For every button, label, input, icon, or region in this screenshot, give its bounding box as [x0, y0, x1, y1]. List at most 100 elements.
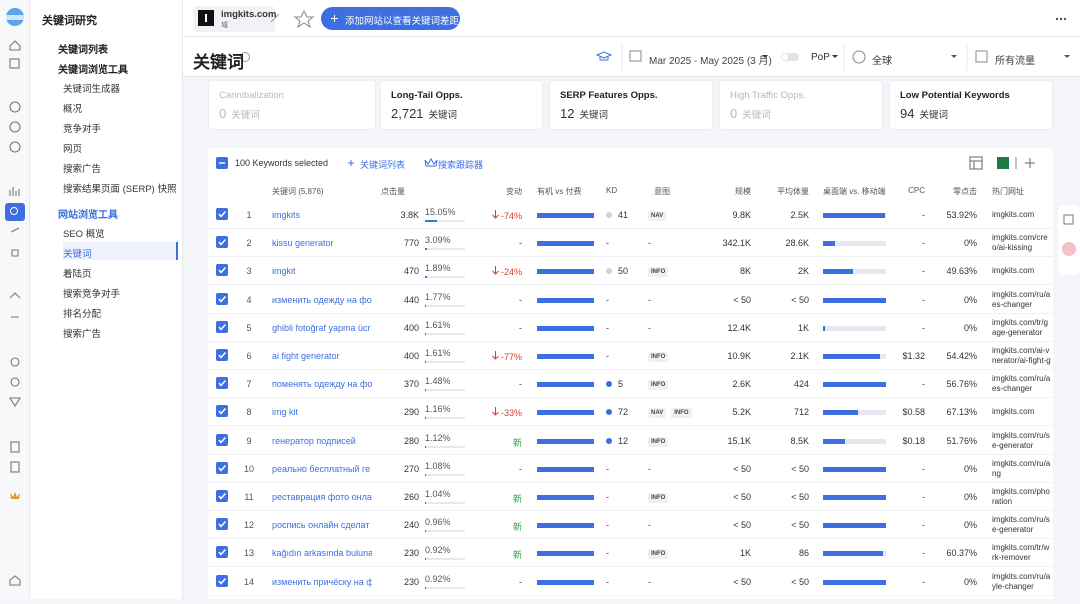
keyword[interactable]: imgkits — [272, 210, 301, 220]
column-header[interactable]: 点击量 — [381, 187, 405, 196]
share-track — [425, 502, 465, 504]
url-line: imgkits.com — [992, 210, 1035, 219]
column-header[interactable]: CPC — [908, 186, 925, 195]
nav-item[interactable]: 着陆页 — [63, 269, 92, 280]
header-icons — [240, 43, 1070, 71]
column-header[interactable]: 零点击 — [953, 187, 977, 196]
column-header[interactable]: 意图 — [654, 187, 670, 196]
row-checkbox[interactable] — [216, 490, 230, 504]
table-row: 10 реально бесплатный ге 270 1.08% - - - < 50 < … — [208, 455, 1053, 483]
nav-item[interactable]: 搜索广告 — [63, 164, 102, 175]
add-site-button[interactable]: 添加网站以查看关键词差距 — [345, 16, 460, 27]
row-checkbox[interactable] — [216, 518, 230, 532]
cpc: - — [922, 322, 925, 333]
row-checkbox[interactable] — [216, 236, 230, 250]
keyword[interactable]: реставрация фото онла — [272, 492, 372, 502]
row-checkbox[interactable] — [216, 461, 230, 476]
avg-volume: 86 — [798, 548, 809, 559]
down-arrow — [492, 407, 499, 417]
organic-bar — [537, 382, 594, 388]
row-checkbox[interactable] — [216, 208, 230, 222]
device-track — [823, 579, 886, 585]
kd-dot — [606, 437, 612, 444]
keyword[interactable]: ai fight generator — [272, 351, 340, 361]
table-row: 5 ghibli fotoğraf yapma ücr 400 1.61% - - - 12.… — [208, 314, 1053, 342]
kd: 50 — [618, 266, 629, 277]
column-header[interactable]: 桌面端 vs. 移动端 — [823, 187, 886, 196]
keyword[interactable]: imgkit — [272, 266, 296, 277]
nav-item[interactable]: 网页 — [63, 144, 83, 155]
keyword[interactable]: изменить одежду на фо — [272, 294, 372, 305]
change: - — [519, 576, 522, 587]
url-line: imgkits.com/ru/a — [992, 374, 1051, 384]
date-range[interactable]: Mar 2025 - May 2025 (3 月) — [649, 56, 772, 67]
row-checkbox[interactable] — [216, 405, 230, 419]
row-number: 9 — [246, 435, 252, 446]
avg-volume: 8.5K — [790, 435, 809, 446]
nav-group[interactable]: 网站浏览工具 — [58, 210, 118, 221]
row-checkbox[interactable] — [216, 546, 230, 560]
traffic[interactable]: 所有流量 — [995, 56, 1035, 67]
nav-item[interactable]: 搜索广告 — [63, 329, 102, 340]
volume: < 50 — [733, 492, 751, 502]
nav-item[interactable]: 搜索竞争对手 — [63, 289, 121, 300]
keyword[interactable]: ghibli fotoğraf yapma ücr — [272, 322, 371, 333]
keyword-list-link[interactable]: 关键词列表 — [58, 45, 108, 56]
add-to-list[interactable]: 关键词列表 — [360, 160, 406, 170]
intent: NAV INFO — [648, 406, 703, 419]
row-checkbox[interactable] — [216, 292, 230, 307]
keyword[interactable]: генератор подписей — [272, 435, 356, 446]
url: imgkits.com — [992, 266, 1053, 276]
keyword[interactable]: изменить причёску на ф — [272, 576, 372, 587]
kd-dot — [606, 268, 612, 275]
url: imgkits.com/tr/w rk-remover — [992, 543, 1053, 563]
share-track — [425, 220, 465, 222]
nav-item[interactable]: 排名分配 — [63, 309, 102, 320]
keyword[interactable]: поменять одежду на фо — [272, 379, 372, 390]
row-checkbox[interactable] — [216, 574, 230, 589]
keyword[interactable]: img kit — [272, 407, 299, 418]
compare[interactable]: PoP — [811, 52, 830, 63]
volume: 2.6K — [732, 379, 751, 390]
url: imgkits.com/tr/g age-generator — [992, 318, 1053, 338]
region[interactable]: 全球 — [872, 56, 892, 67]
share: 15.05% — [425, 207, 456, 217]
keyword[interactable]: реально бесплатный ге — [272, 463, 371, 474]
page-title: 关键词 — [193, 53, 244, 72]
zero-click: 54.42% — [946, 351, 977, 361]
column-header[interactable]: 有机 vs 付费 — [537, 187, 582, 196]
column-header[interactable]: KD — [606, 186, 618, 195]
row-checkbox[interactable] — [216, 377, 230, 391]
column-header[interactable]: 变动 — [506, 187, 522, 196]
tracker[interactable]: 搜索跟踪器 — [438, 160, 484, 170]
card-unit: 关键词 — [579, 110, 608, 121]
column-header[interactable]: 关键词 (5,876) — [272, 187, 324, 196]
summary-card: Cannibalization 0 关键词 — [208, 80, 376, 130]
column-header[interactable]: 规模 — [735, 187, 751, 196]
column-header[interactable]: 平均体量 — [777, 187, 809, 196]
row-checkbox[interactable] — [216, 433, 230, 448]
row-checkbox[interactable] — [216, 349, 230, 363]
nav-item[interactable]: 概况 — [63, 104, 83, 115]
nav-item[interactable]: 搜索结果页面 (SERP) 快照 — [63, 184, 177, 195]
nav-group[interactable]: 关键词浏览工具 — [58, 65, 128, 76]
selected-count: 100 Keywords selected — [235, 158, 329, 168]
table-row: 8 img kit 290 1.16% -33% 72 NAV INFO 5.2K 712 $0.5… — [208, 398, 1053, 427]
keyword[interactable]: роспись онлайн сделат — [272, 520, 370, 531]
clicks: 440 — [403, 294, 419, 305]
rail-icons — [5, 8, 25, 586]
organic-bar — [537, 410, 594, 416]
kd-dot — [606, 212, 612, 218]
keyword[interactable]: kissu generator — [272, 238, 334, 249]
nav-item[interactable]: SEO 概览 — [63, 229, 105, 240]
clicks: 230 — [403, 548, 419, 559]
nav-item[interactable]: 竞争对手 — [63, 124, 102, 135]
column-header[interactable]: 热门网址 — [992, 187, 1024, 196]
row-checkbox[interactable] — [216, 320, 230, 335]
table-row: 12 роспись онлайн сделат 240 0.96% 新 - - < 50 < … — [208, 511, 1053, 540]
nav-item[interactable]: 关键词 — [63, 242, 178, 260]
row-checkbox[interactable] — [216, 264, 230, 278]
card-unit: 关键词 — [231, 110, 260, 121]
nav-item[interactable]: 关键词生成器 — [63, 84, 121, 95]
keyword[interactable]: kağıdın arkasında bulunan — [272, 548, 372, 559]
